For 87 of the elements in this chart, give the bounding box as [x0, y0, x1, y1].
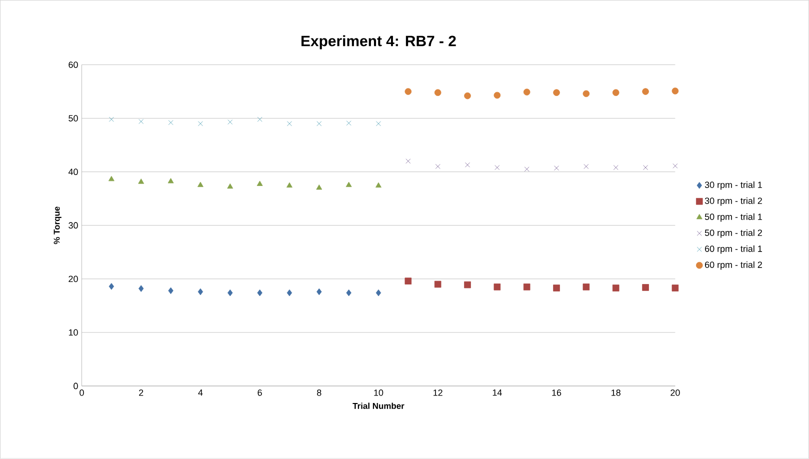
y-tick-label: 30 [68, 222, 78, 229]
x-tick-label: 16 [552, 390, 562, 396]
legend-label: 50 rpm - trial 2 [704, 229, 762, 238]
y-tick-label: 20 [68, 276, 78, 282]
x-tick-label: 0 [80, 390, 84, 396]
point [434, 89, 442, 96]
x-tick-label: 14 [492, 390, 502, 396]
point [286, 182, 292, 188]
y-tick-label: 60 [68, 62, 78, 68]
point [286, 290, 292, 296]
point [404, 88, 412, 96]
point [256, 180, 263, 186]
point [553, 284, 560, 292]
y-tick-label: 50 [68, 115, 78, 122]
point [612, 89, 620, 96]
point [465, 162, 470, 168]
x-tick-label: 2 [139, 390, 144, 396]
x-axis-title: Trial Number [352, 402, 404, 410]
x-tick-label: 18 [612, 390, 620, 396]
point [642, 88, 649, 96]
point [108, 176, 114, 182]
point [316, 184, 322, 190]
point [642, 284, 649, 291]
x-tick-label: 12 [434, 390, 442, 396]
legend-label: 60 rpm - trial 2 [705, 261, 762, 270]
point [316, 121, 322, 126]
point [584, 164, 589, 170]
point [138, 285, 144, 292]
point [464, 92, 471, 100]
x-tick-label: 8 [317, 390, 322, 396]
point [227, 184, 234, 189]
point [494, 165, 500, 170]
point [316, 288, 322, 296]
point [346, 120, 352, 126]
point [108, 117, 114, 122]
point [228, 290, 233, 296]
point [553, 89, 560, 96]
point [346, 290, 352, 296]
x-tick-label: 20 [670, 390, 680, 396]
point [168, 120, 174, 126]
legend-label: 60 rpm - trial 1 [705, 245, 762, 254]
point [198, 121, 203, 126]
point [612, 284, 620, 292]
point [643, 165, 648, 170]
chart-title: Experiment 4: RB7 - 2 [302, 35, 456, 50]
point [287, 121, 292, 126]
point [406, 158, 411, 164]
point [404, 278, 412, 285]
point [376, 182, 382, 188]
point [523, 88, 530, 96]
point [168, 178, 174, 184]
point [672, 284, 679, 292]
point [257, 290, 262, 296]
point [582, 90, 590, 98]
point [376, 290, 382, 296]
point [582, 284, 590, 290]
point [464, 282, 471, 288]
point [138, 119, 144, 124]
point [108, 283, 114, 290]
point [524, 166, 530, 172]
point [494, 92, 501, 99]
x-tick-label: 10 [374, 390, 384, 396]
x-tick-label: 4 [198, 390, 203, 396]
point [554, 166, 559, 171]
point [168, 287, 174, 294]
point [257, 117, 262, 122]
y-tick-label: 0 [74, 382, 78, 390]
legend-label: 30 rpm - trial 2 [704, 198, 762, 206]
point [613, 165, 618, 170]
point [672, 88, 679, 94]
point [346, 182, 352, 188]
y-tick-label: 10 [68, 329, 78, 336]
legend-label: 50 rpm - trial 1 [704, 213, 762, 222]
point [494, 284, 501, 290]
point [197, 182, 204, 188]
point [434, 280, 442, 288]
point [198, 288, 204, 296]
point [376, 121, 381, 126]
point [138, 178, 144, 184]
point [435, 164, 440, 170]
y-tick-label: 40 [68, 168, 78, 176]
y-axis-title: % Torque [54, 206, 62, 244]
x-tick-label: 6 [258, 390, 262, 396]
legend-label: 30 rpm - trial 1 [704, 182, 762, 190]
point [672, 164, 678, 169]
point [228, 120, 233, 125]
point [523, 284, 530, 290]
